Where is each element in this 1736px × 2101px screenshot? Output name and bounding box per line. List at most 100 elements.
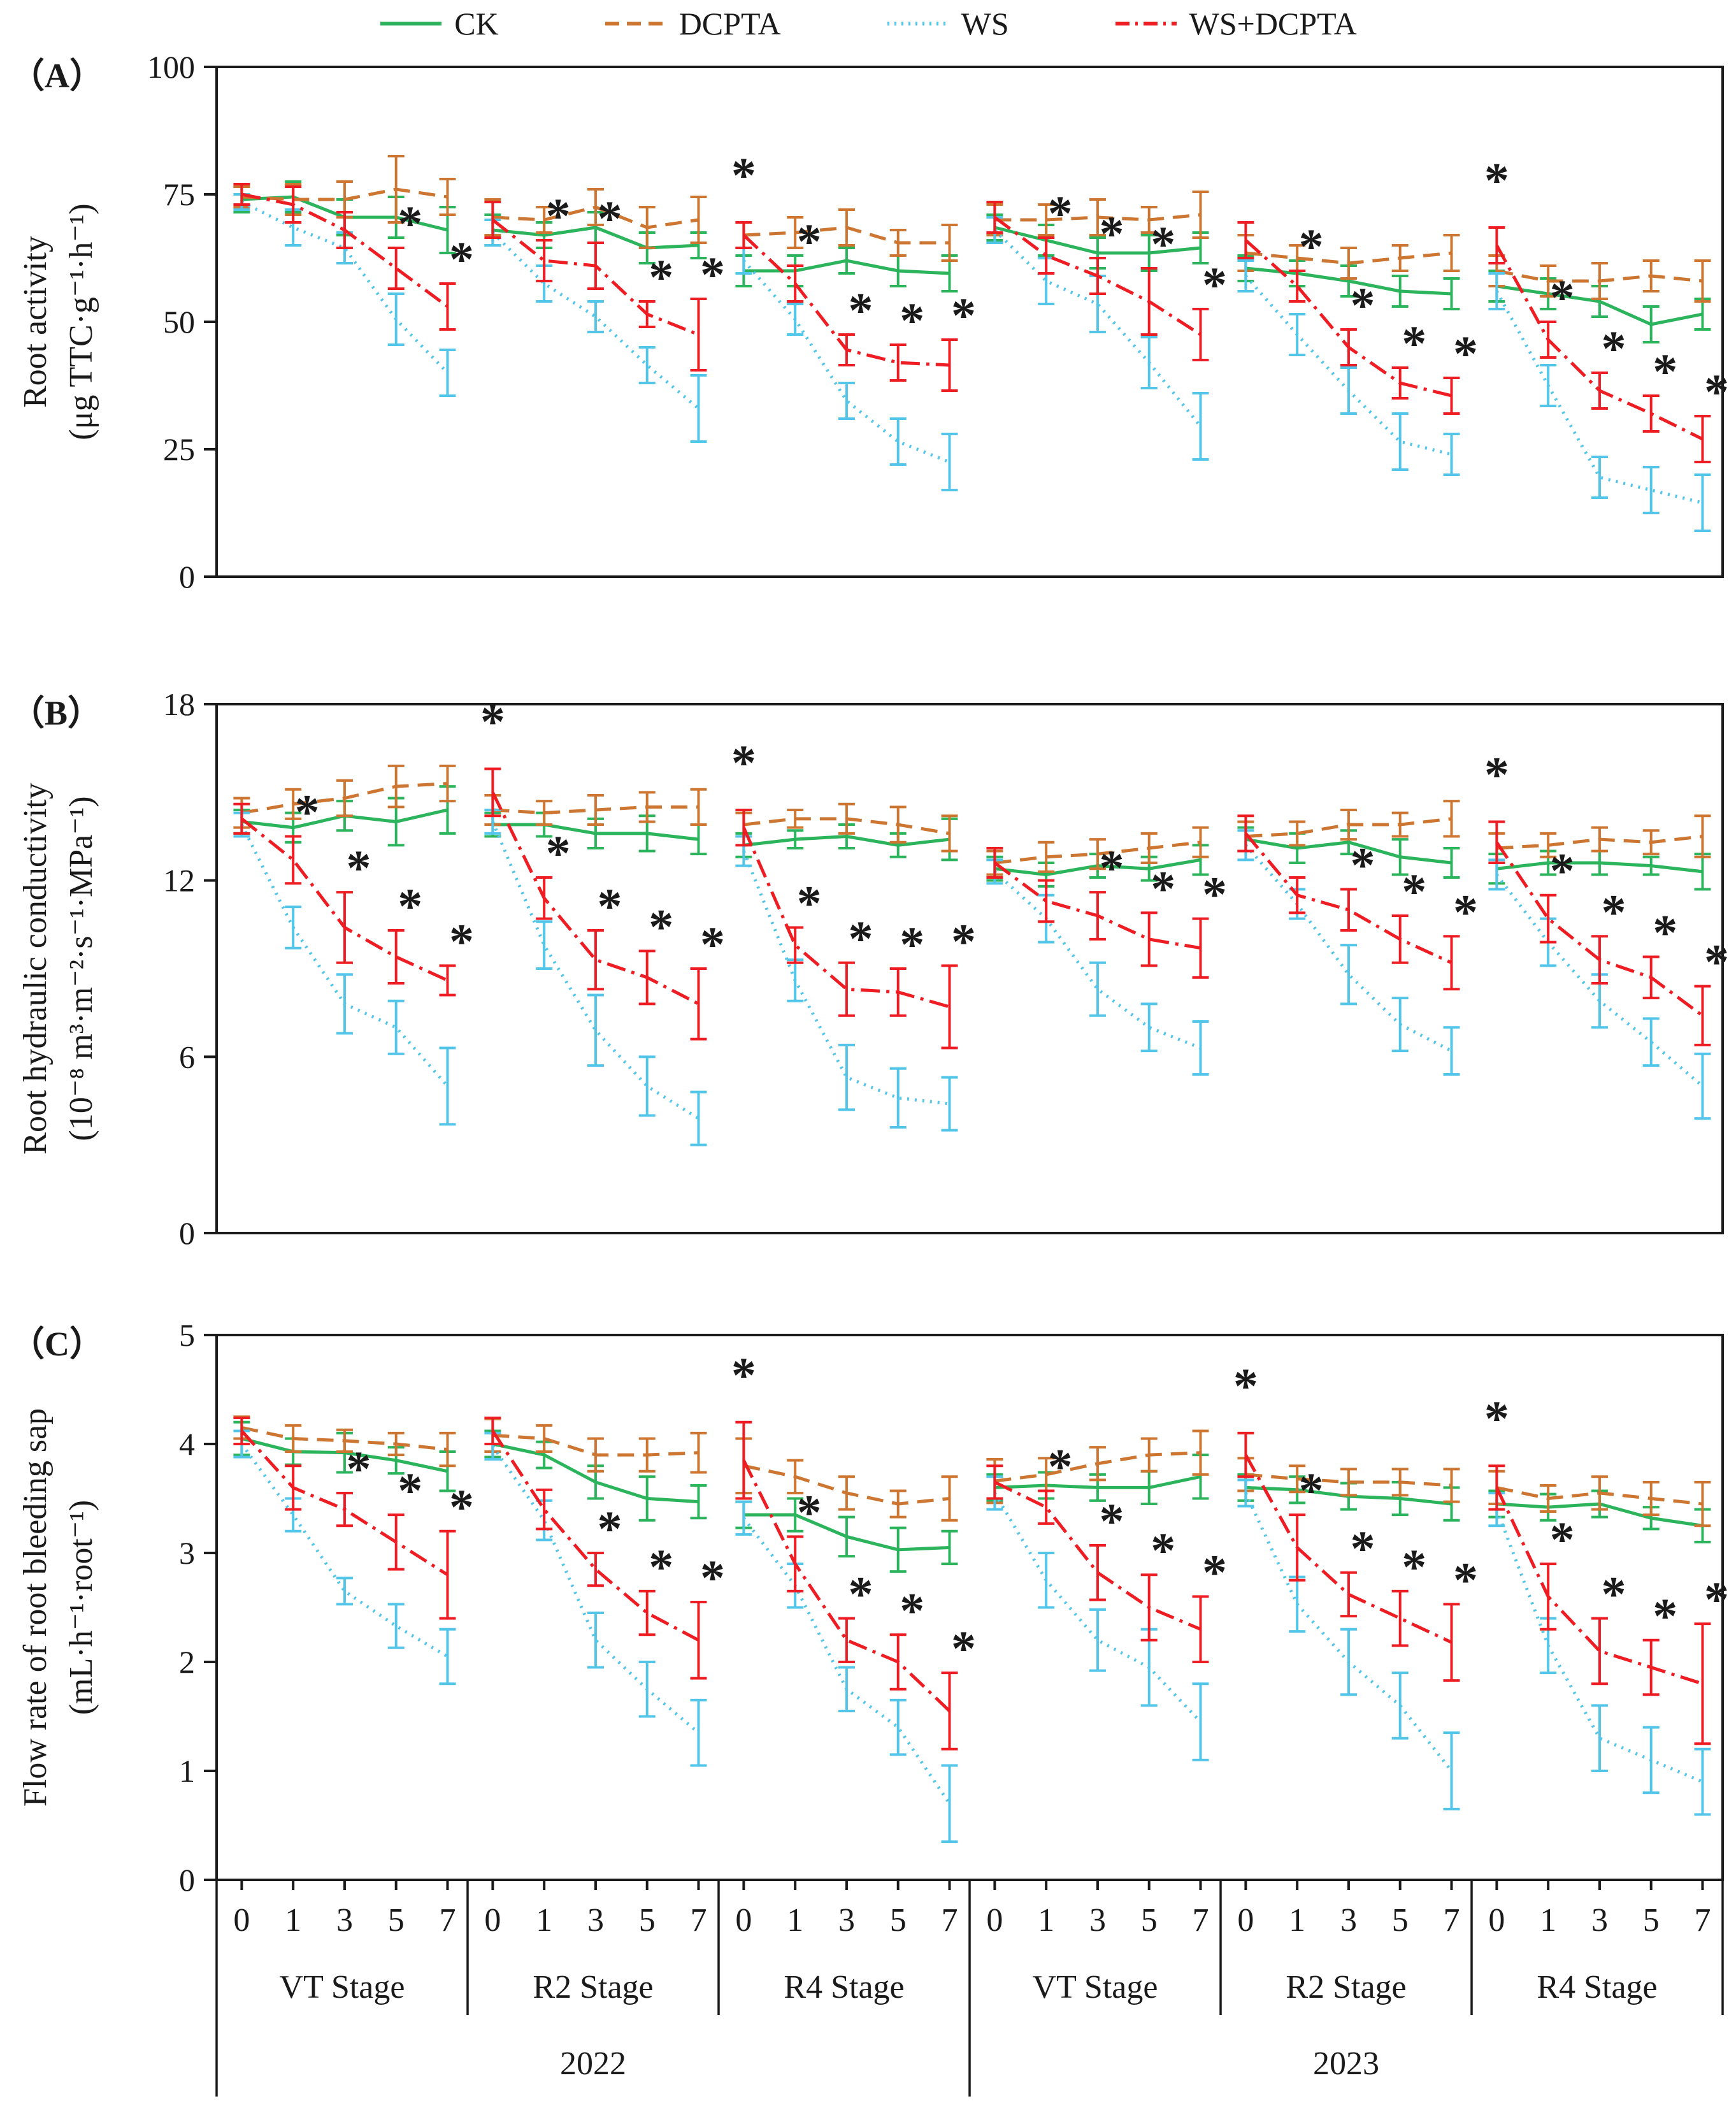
y-tick-label: 3 bbox=[179, 1535, 195, 1571]
data-line bbox=[994, 226, 1201, 255]
significance-asterisk: * bbox=[1151, 216, 1175, 271]
bottom-axis: 0 1 3 5 7 0 1 3 5 7 0 1 3 5 7 0 1 3 5 7 0 1 3 5 7 0 1 3 5 7VT Stage R2… bbox=[215, 1880, 1724, 2097]
day-tick-label: 7 bbox=[941, 1902, 958, 1939]
y-tick-label: 18 bbox=[163, 686, 195, 722]
legend-label-ws: WS bbox=[961, 6, 1009, 41]
panel-label-c: （C） bbox=[10, 1325, 104, 1363]
day-tick-label: 1 bbox=[1289, 1902, 1305, 1939]
significance-asterisk: * bbox=[951, 1621, 976, 1676]
day-tick-label: 1 bbox=[787, 1902, 803, 1939]
day-tick-label: 3 bbox=[1591, 1902, 1608, 1939]
significance-asterisk: * bbox=[1099, 1493, 1124, 1549]
ck-line-sample-icon bbox=[380, 22, 442, 25]
significance-asterisk: * bbox=[1601, 884, 1626, 939]
y-axis-title-c-line1: Flow rate of root bleeding sap bbox=[17, 1408, 54, 1807]
data-line bbox=[743, 226, 950, 245]
significance-asterisk: * bbox=[731, 147, 756, 203]
data-line bbox=[241, 200, 449, 374]
series-ws-dcpta bbox=[233, 183, 1711, 463]
data-line bbox=[742, 827, 950, 1009]
significance-asterisk: * bbox=[398, 1462, 422, 1518]
day-tick-label: 5 bbox=[890, 1902, 907, 1939]
data-line bbox=[1495, 290, 1704, 505]
data-line bbox=[491, 1430, 699, 1642]
significance-asterisk: * bbox=[649, 1539, 673, 1594]
legend: CK DCPTA WS WS+DCPTA bbox=[0, 5, 1736, 42]
significance-asterisk: * bbox=[1453, 326, 1478, 381]
significance-asterisk: * bbox=[848, 1566, 873, 1622]
legend-label-dcpta: DCPTA bbox=[678, 6, 781, 41]
data-line bbox=[240, 817, 448, 982]
legend-item-ws: WS bbox=[886, 5, 1009, 42]
y-tick-label: 5 bbox=[179, 1317, 195, 1353]
significance-asterisk: * bbox=[449, 913, 474, 969]
day-tick-label: 7 bbox=[1694, 1902, 1711, 1939]
significance-asterisk: * bbox=[649, 249, 673, 305]
significance-asterisk: * bbox=[346, 1441, 371, 1496]
data-line bbox=[1496, 284, 1703, 326]
y-axis-title-b-line1: Root hydraulic conductivity bbox=[17, 783, 54, 1154]
data-line bbox=[1495, 1487, 1704, 1686]
day-tick-label: 1 bbox=[536, 1902, 552, 1939]
significance-asterisk: * bbox=[848, 282, 873, 338]
significance-asterisk: * bbox=[1151, 860, 1175, 916]
day-tick-label: 5 bbox=[1643, 1902, 1660, 1939]
data-line bbox=[491, 791, 699, 1006]
data-line bbox=[492, 1442, 699, 1504]
year-label: 2022 bbox=[560, 2046, 626, 2082]
panel-label-a: （A） bbox=[10, 57, 104, 95]
data-line bbox=[1496, 1485, 1703, 1506]
significance-asterisk: * bbox=[1350, 277, 1375, 333]
data-line bbox=[1244, 832, 1453, 965]
significance-asterisk: * bbox=[1550, 843, 1575, 899]
data-line bbox=[241, 187, 448, 201]
significance-asterisk: * bbox=[546, 188, 571, 243]
significance-asterisk: * bbox=[1350, 1520, 1375, 1576]
data-line bbox=[491, 1445, 700, 1735]
y-tick-label: 6 bbox=[179, 1039, 195, 1074]
y-tick-label: 0 bbox=[179, 559, 195, 595]
day-tick-label: 7 bbox=[1443, 1902, 1460, 1939]
significance-asterisk: * bbox=[900, 916, 924, 972]
y-tick-label: 1 bbox=[179, 1753, 195, 1789]
significance-asterisk: * bbox=[848, 911, 873, 966]
data-line bbox=[743, 834, 950, 847]
significance-asterisk: * bbox=[1484, 152, 1509, 208]
legend-label-ws-dcpta: WS+DCPTA bbox=[1189, 6, 1357, 41]
stage-label: R2 Stage bbox=[533, 1969, 653, 2005]
significance-asterisk: * bbox=[1402, 315, 1426, 371]
data-line bbox=[492, 823, 699, 841]
data-line bbox=[994, 213, 1201, 222]
day-tick-label: 5 bbox=[1392, 1902, 1409, 1939]
data-line bbox=[1495, 841, 1704, 1017]
significance-asterisk: * bbox=[649, 899, 673, 954]
significance-asterisk: * bbox=[797, 875, 822, 930]
significance-asterisk: * bbox=[398, 196, 422, 251]
data-line bbox=[743, 1513, 950, 1552]
significance-asterisk: * bbox=[1704, 934, 1729, 990]
data-line bbox=[994, 1475, 1201, 1489]
data-line bbox=[492, 205, 699, 229]
legend-label-ck: CK bbox=[454, 6, 499, 41]
y-tick-label: 25 bbox=[163, 431, 195, 467]
significance-asterisk: * bbox=[700, 1550, 725, 1605]
significance-asterisk: * bbox=[597, 878, 622, 934]
significance-asterisk: * bbox=[1048, 185, 1073, 241]
day-tick-label: 3 bbox=[838, 1902, 855, 1939]
significance-asterisk: * bbox=[1299, 219, 1324, 274]
data-line bbox=[1244, 1454, 1453, 1644]
significance-asterisk: * bbox=[700, 916, 725, 972]
day-tick-label: 1 bbox=[285, 1902, 301, 1939]
panel-b: 0 6 12 18 （B） Root hydraulic conductivity (10⁻… bbox=[10, 686, 1729, 1251]
data-line bbox=[492, 226, 699, 250]
significance-asterisk: * bbox=[1402, 863, 1426, 919]
day-tick-label: 0 bbox=[1488, 1902, 1505, 1939]
significance-asterisk: * bbox=[597, 191, 622, 246]
significance-asterisk: * bbox=[1233, 1358, 1258, 1413]
stage-label: R4 Stage bbox=[1537, 1969, 1657, 2005]
legend-item-ck: CK bbox=[379, 5, 499, 42]
data-line bbox=[1496, 861, 1703, 874]
significance-asterisk: * bbox=[346, 840, 371, 895]
significance-asterisk: * bbox=[1402, 1539, 1426, 1594]
